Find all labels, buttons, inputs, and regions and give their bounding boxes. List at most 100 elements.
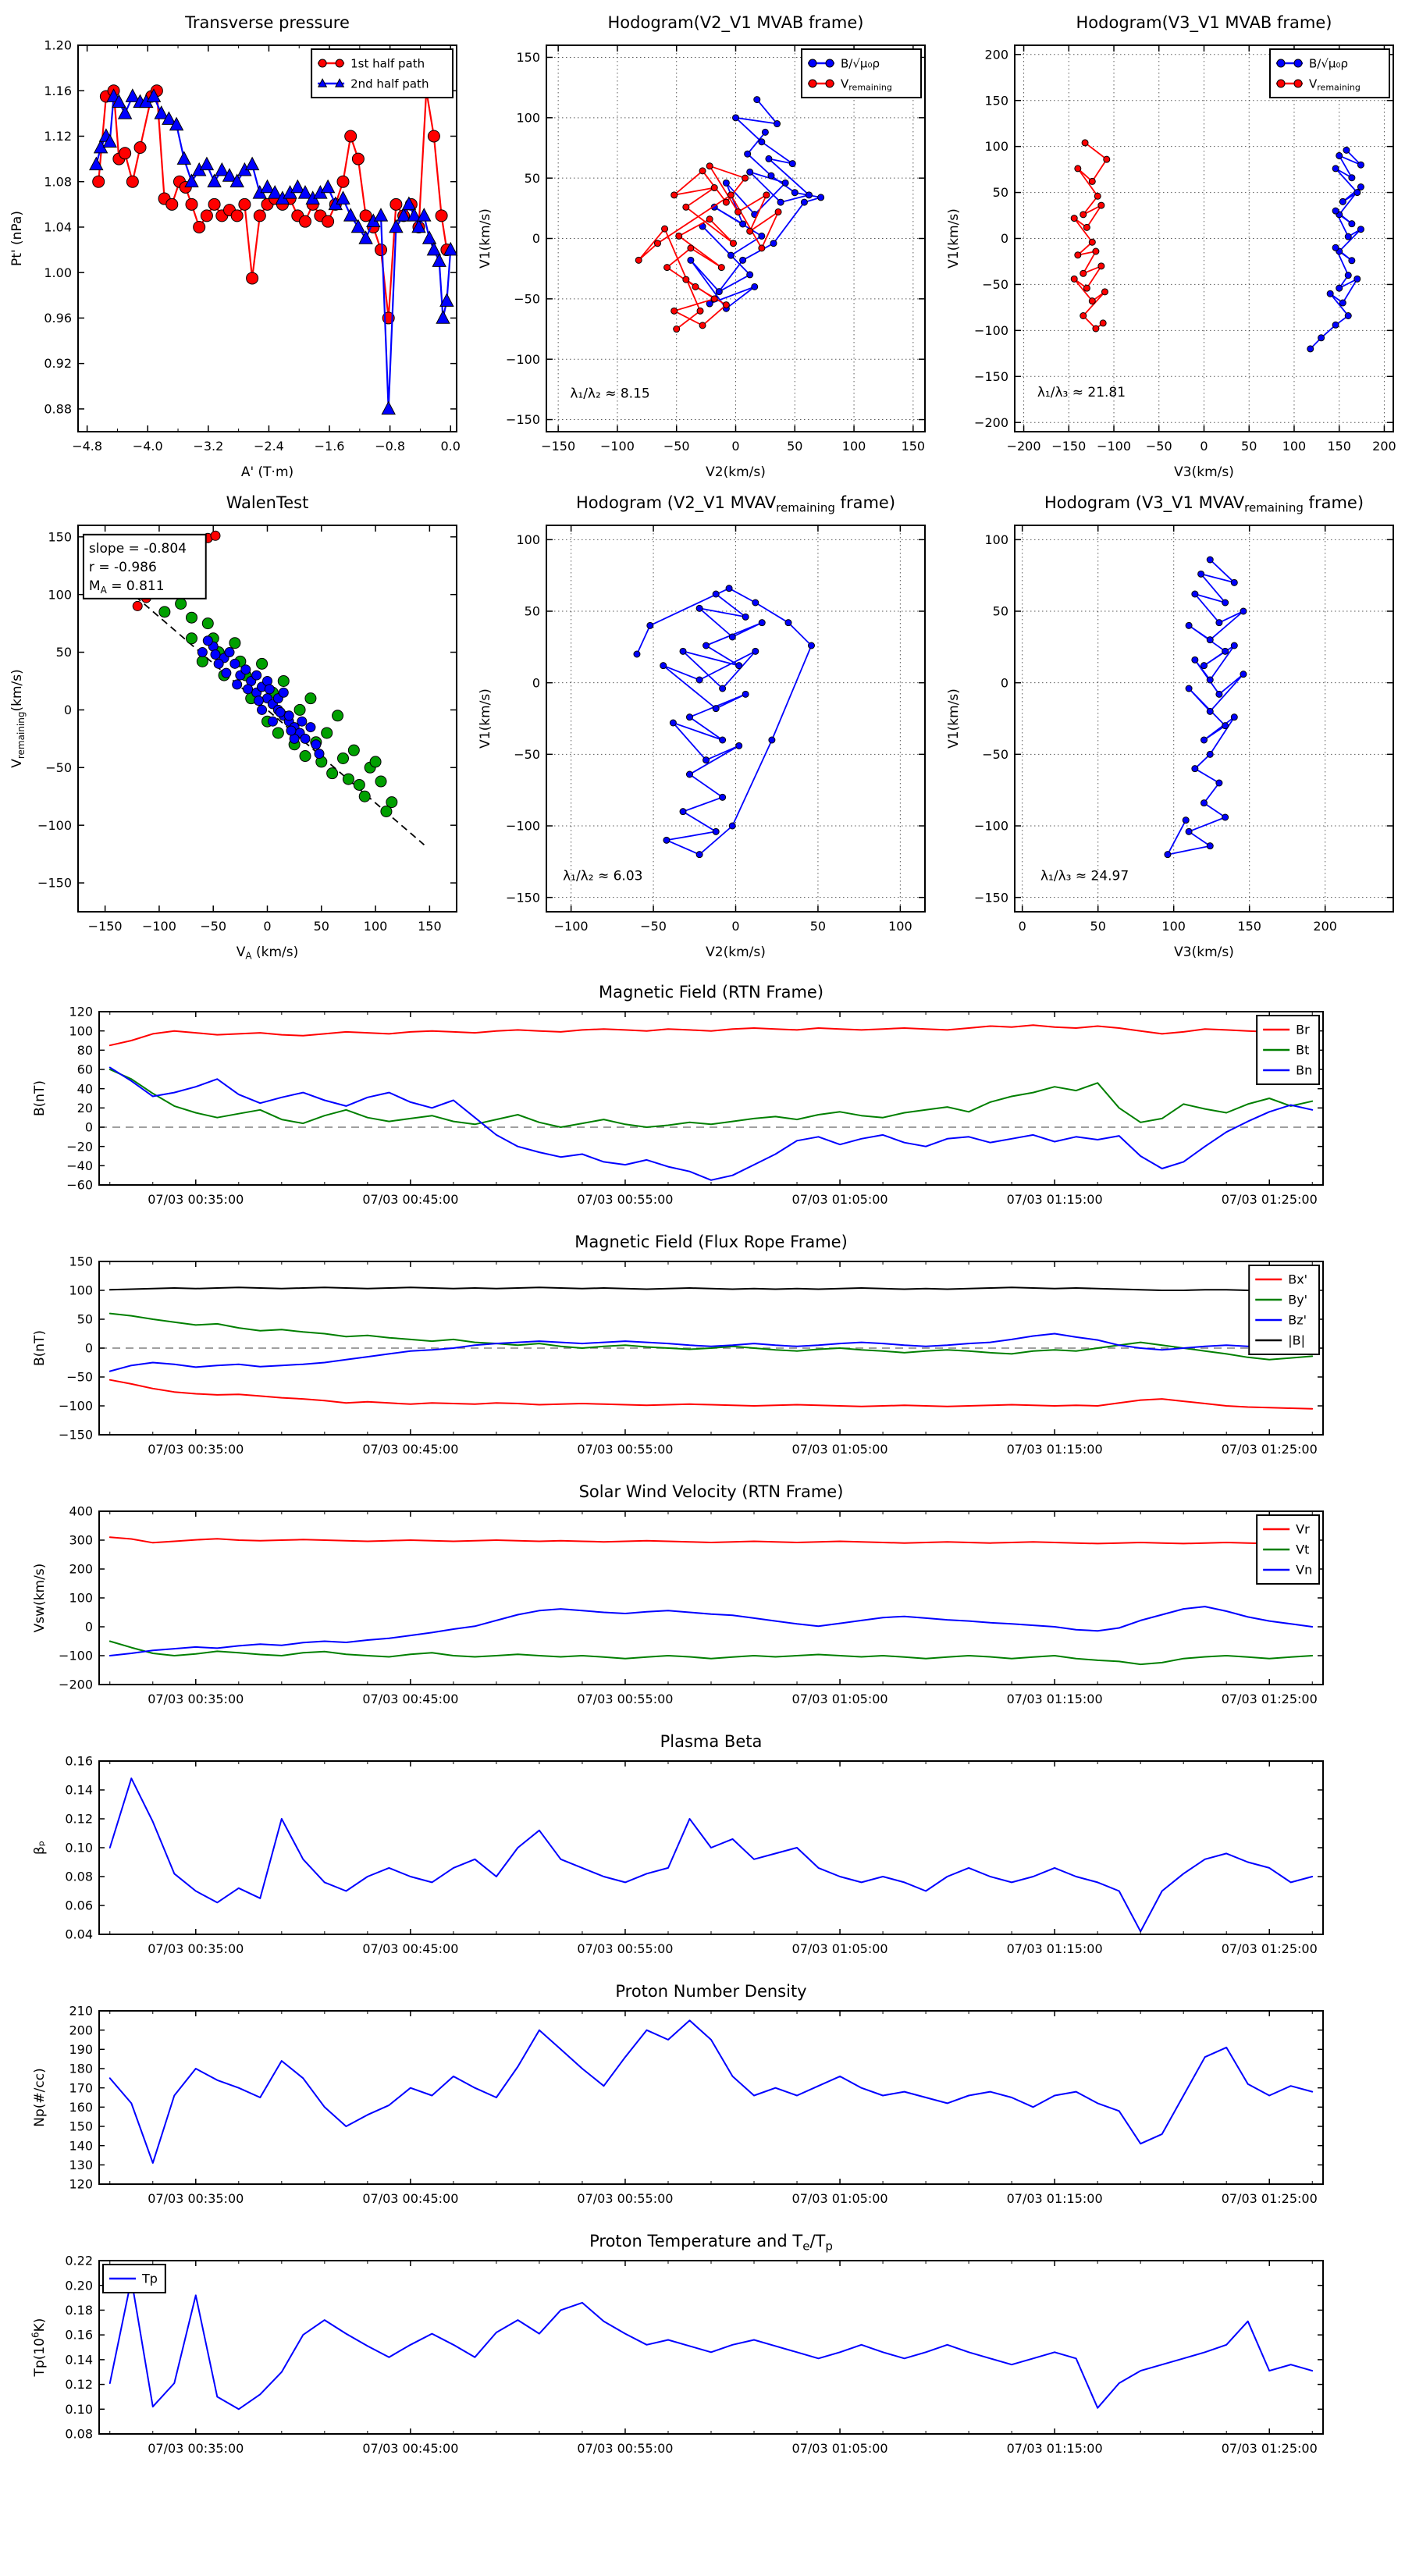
svg-text:07/03 00:55:00: 07/03 00:55:00: [577, 1692, 673, 1706]
svg-text:07/03 00:35:00: 07/03 00:35:00: [148, 1692, 244, 1706]
series-np: [108, 2019, 1314, 2164]
svg-text:A' (T·m): A' (T·m): [241, 464, 293, 480]
svg-text:200: 200: [1313, 919, 1337, 934]
svg-text:0: 0: [85, 1620, 93, 1635]
svg-text:0: 0: [731, 919, 739, 934]
panel-magnetic-field-rtn: 07/03 00:35:00 07/03 00:45:00 07/03 00:55:…: [0, 980, 1405, 1230]
svg-text:200: 200: [69, 1562, 93, 1577]
svg-text:150: 150: [516, 50, 540, 65]
svg-text:50: 50: [525, 604, 540, 619]
svg-text:V1(km/s): V1(km/s): [478, 688, 493, 749]
series-v-remaining: [1070, 139, 1111, 333]
svg-text:20: 20: [77, 1101, 93, 1115]
svg-text:50: 50: [1090, 919, 1106, 934]
svg-text:−150: −150: [541, 439, 575, 454]
series-b-sqrt-mu0-rho-: [1307, 146, 1364, 353]
svg-text:07/03 01:05:00: 07/03 01:05:00: [792, 2191, 888, 2206]
svg-text:−100: −100: [506, 819, 540, 834]
axes: 07/03 00:35:00 07/03 00:45:00 07/03 00:55:…: [65, 1754, 1324, 1956]
svg-text:−4.0: −4.0: [133, 439, 163, 454]
svg-text:V3(km/s): V3(km/s): [1174, 945, 1234, 960]
svg-text:50: 50: [1241, 439, 1257, 454]
svg-text:0.08: 0.08: [65, 2427, 93, 2442]
series-beta: [108, 1777, 1314, 1933]
svg-text:B/√μ₀ρ: B/√μ₀ρ: [1309, 56, 1348, 70]
svg-text:−50: −50: [982, 277, 1008, 292]
axes: −150 −100 −50 0 50 100 150 −150 −100 −50 0 50 100 150: [37, 525, 457, 934]
legend: B/√μ₀ρ Vremaining: [1269, 48, 1390, 98]
svg-text:−150: −150: [974, 890, 1008, 905]
svg-text:150: 150: [48, 529, 72, 544]
svg-text:−150: −150: [1051, 439, 1086, 454]
svg-text:−50: −50: [982, 747, 1008, 762]
svg-text:0.22: 0.22: [65, 2254, 93, 2268]
chart-solar-wind-velocity: 07/03 00:35:00 07/03 00:45:00 07/03 00:55:…: [32, 1482, 1324, 1706]
svg-text:Magnetic Field (RTN Frame): Magnetic Field (RTN Frame): [599, 983, 823, 1002]
svg-text:Hodogram(V2_V1 MVAB frame): Hodogram(V2_V1 MVAB frame): [608, 13, 864, 33]
axes: 07/03 00:35:00 07/03 00:45:00 07/03 00:55:…: [59, 1254, 1324, 1457]
svg-text:Vremaining(km/s): Vremaining(km/s): [9, 669, 27, 768]
svg-text:100: 100: [1282, 439, 1307, 454]
panel-proton-temperature: 07/03 00:35:00 07/03 00:45:00 07/03 00:55:…: [0, 2229, 1405, 2479]
legend: Vr Vt Vn: [1256, 1514, 1321, 1585]
grid: [1015, 525, 1393, 912]
svg-text:07/03 01:25:00: 07/03 01:25:00: [1222, 1941, 1318, 1956]
svg-text:07/03 01:25:00: 07/03 01:25:00: [1222, 2191, 1318, 2206]
series-bn: [108, 1066, 1314, 1181]
svg-text:100: 100: [69, 1283, 93, 1298]
svg-text:07/03 00:55:00: 07/03 00:55:00: [577, 2441, 673, 2456]
svg-text:V1(km/s): V1(km/s): [946, 208, 962, 269]
svg-text:50: 50: [525, 171, 540, 186]
panel-walen-test: −150 −100 −50 0 50 100 150 −150 −100 −50 0 50 100 150…: [0, 486, 468, 966]
svg-text:0: 0: [532, 231, 540, 246]
svg-text:07/03 01:15:00: 07/03 01:15:00: [1007, 1442, 1103, 1457]
svg-text:07/03 00:55:00: 07/03 00:55:00: [577, 1192, 673, 1207]
svg-text:Bn: Bn: [1296, 1063, 1312, 1078]
svg-text:0: 0: [263, 919, 271, 934]
svg-text:Vr: Vr: [1296, 1522, 1310, 1537]
svg-text:−100: −100: [554, 919, 589, 934]
grid: [546, 525, 925, 912]
svg-text:400: 400: [69, 1504, 93, 1519]
svg-text:0: 0: [64, 703, 72, 717]
svg-text:−50: −50: [1146, 439, 1172, 454]
svg-text:0.08: 0.08: [65, 1870, 93, 1884]
svg-text:0.14: 0.14: [65, 2352, 93, 2367]
svg-text:07/03 00:45:00: 07/03 00:45:00: [362, 1442, 458, 1457]
annotations-layer: Magnetic Field (RTN Frame) B(nT) Br Bt Bn: [32, 983, 1321, 1116]
svg-text:180: 180: [69, 2062, 93, 2076]
svg-text:−150: −150: [59, 1428, 93, 1443]
svg-text:120: 120: [69, 2177, 93, 2192]
svg-text:100: 100: [48, 587, 72, 602]
svg-text:Np(#/cc): Np(#/cc): [32, 2068, 48, 2126]
grid: [546, 45, 925, 432]
svg-text:0.0: 0.0: [441, 439, 461, 454]
svg-text:07/03 00:35:00: 07/03 00:35:00: [148, 2441, 244, 2456]
panel-hodogram-v3v1-mvab: −200 −150 −100 −50 0 50 100 150 200 −200 −150 −100−…: [937, 6, 1405, 486]
svg-text:0.16: 0.16: [65, 1754, 93, 1769]
timeseries-stack: 07/03 00:35:00 07/03 00:45:00 07/03 00:55:…: [0, 980, 1405, 2479]
svg-text:07/03 00:35:00: 07/03 00:35:00: [148, 1192, 244, 1207]
svg-text:|B|: |B|: [1288, 1333, 1305, 1348]
chart-hodogram-v2v1-mvab: −150 −100 −50 0 50 100 150 −150 −100 −50 0 50 100 150…: [478, 13, 926, 480]
svg-text:Br: Br: [1296, 1023, 1310, 1037]
svg-text:λ₁/λ₂ ≈ 8.15: λ₁/λ₂ ≈ 8.15: [570, 386, 649, 402]
svg-text:V3(km/s): V3(km/s): [1174, 464, 1234, 480]
svg-text:07/03 01:25:00: 07/03 01:25:00: [1222, 1442, 1318, 1457]
svg-text:B(nT): B(nT): [32, 1330, 48, 1366]
svg-text:−100: −100: [59, 1649, 93, 1663]
svg-text:150: 150: [1327, 439, 1351, 454]
svg-text:−50: −50: [514, 747, 540, 762]
svg-text:−50: −50: [514, 291, 540, 306]
svg-text:0: 0: [1200, 439, 1208, 454]
series-layer: [1070, 139, 1364, 353]
svg-text:Solar Wind Velocity (RTN Frame: Solar Wind Velocity (RTN Frame): [579, 1482, 844, 1501]
svg-text:Hodogram (V3_V1 MVAVremaining: Hodogram (V3_V1 MVAVremaining frame): [1044, 493, 1364, 515]
svg-text:VA (km/s): VA (km/s): [237, 945, 299, 962]
svg-text:0.10: 0.10: [65, 1841, 93, 1856]
svg-text:1.12: 1.12: [44, 129, 72, 144]
svg-text:Hodogram(V3_V1 MVAB frame): Hodogram(V3_V1 MVAB frame): [1076, 13, 1332, 33]
series-bz-: [108, 1332, 1314, 1372]
axes: −4.8 −4.0 −3.2 −2.4 −1.6 −0.8 0.0 0.88 0.92 0.96 1…: [44, 38, 461, 454]
svg-text:0.20: 0.20: [65, 2278, 93, 2293]
